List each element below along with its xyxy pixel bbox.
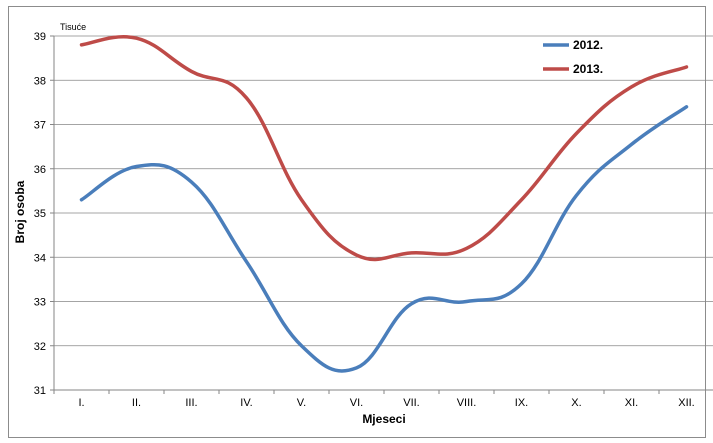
x-tick-label: VIII. [457,397,477,409]
x-tick-label: IV. [240,397,252,409]
x-axis-title: Mjeseci [362,412,405,426]
x-tick-label: XII. [678,397,695,409]
x-tick-label: IX. [515,397,528,409]
unit-label: Tisuće [60,22,86,32]
x-tick-label: X. [571,397,581,409]
y-tick-label: 35 [34,208,46,220]
x-tick-label: II. [132,397,141,409]
gridlines [54,35,713,347]
y-tick-label: 39 [34,31,46,43]
x-tick-label: III. [185,397,197,409]
series-line-2013 [79,35,689,262]
y-tick-label: 33 [34,297,46,309]
y-tick-label: 34 [34,252,46,264]
y-tick-label: 31 [34,385,46,397]
x-tick-labels: I. II. III. IV. V. VI. VII. VIII. IX. X. XI. XII. [53,390,695,409]
y-tick-labels: 31 32 33 34 35 36 37 38 39 [34,31,54,397]
x-tick-label: V. [297,397,306,409]
legend-label-2012: 2012. [573,38,603,52]
x-tick-label: VI. [350,397,363,409]
legend-label-2013: 2013. [573,62,603,76]
series-lines [79,35,689,373]
series-line-2012 [79,105,689,373]
x-tick-label: VII. [403,397,420,409]
y-tick-label: 36 [34,164,46,176]
legend: 2012. 2013. [543,38,603,76]
x-tick-label: XI. [625,397,638,409]
y-tick-label: 37 [34,120,46,132]
x-tick-label: I. [78,397,84,409]
y-tick-label: 32 [34,341,46,353]
y-tick-label: 38 [34,75,46,87]
y-axis-title: Broj osoba [13,180,27,243]
